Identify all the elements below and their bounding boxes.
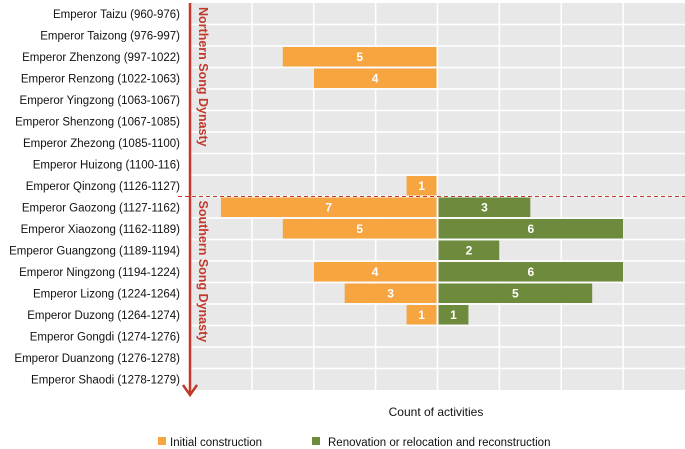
x-axis-label: Count of activities: [389, 405, 484, 419]
legend-swatch: [312, 437, 320, 445]
legend-label: Renovation or relocation and reconstruct…: [328, 437, 550, 449]
bar-renovation: [438, 197, 531, 217]
category-label: Emperor Lizong (1224-1264): [33, 288, 180, 300]
category-label: Emperor Guangzong (1189-1194): [9, 245, 180, 257]
category-label: Emperor Gaozong (1127-1162): [22, 202, 180, 214]
bar-value-label: 3: [481, 200, 488, 214]
category-label: Emperor Zhenzong (997-1022): [22, 52, 180, 64]
bar-value-label: 6: [527, 265, 534, 279]
bar-initial-construction: [406, 305, 437, 325]
category-label: Emperor Shaodi (1278-1279): [31, 374, 180, 386]
bar-initial-construction: [282, 219, 437, 239]
category-label: Emperor Duanzong (1276-1278): [14, 353, 180, 365]
bar-value-label: 6: [527, 222, 534, 236]
bar-initial-construction: [406, 176, 437, 196]
bar-initial-construction: [344, 283, 437, 303]
category-label: Emperor Zhezong (1085-1100): [23, 138, 180, 150]
bar-value-label: 7: [325, 200, 332, 214]
dynasty-label: Southern Song Dynasty: [196, 201, 210, 343]
category-label: Emperor Shenzong (1067-1085): [15, 116, 180, 128]
legend-label: Initial construction: [170, 437, 262, 449]
bar-initial-construction: [282, 47, 437, 67]
category-label: Emperor Ningzong (1194-1224): [19, 267, 180, 279]
legend-swatch: [158, 437, 166, 445]
bar-value-label: 1: [450, 308, 457, 322]
bar-value-label: 5: [356, 222, 363, 236]
bar-renovation: [438, 305, 469, 325]
category-label: Emperor Huizong (1100-116): [33, 159, 180, 171]
category-label: Emperor Taizu (960-976): [53, 9, 180, 21]
category-label: Emperor Yingzong (1063-1067): [20, 95, 181, 107]
category-label: Emperor Xiaozong (1162-1189): [21, 224, 181, 236]
bar-value-label: 2: [466, 243, 473, 257]
arrow-head-icon: [181, 384, 199, 398]
bar-value-label: 5: [356, 50, 363, 64]
category-label: Emperor Renzong (1022-1063): [21, 73, 180, 85]
bar-value-label: 4: [372, 265, 379, 279]
bar-renovation: [438, 219, 624, 239]
bar-value-label: 1: [418, 179, 425, 193]
bar-initial-construction: [313, 68, 437, 88]
bar-value-label: 3: [387, 286, 394, 300]
bar-value-label: 4: [372, 71, 379, 85]
dynasty-label: Northern Song Dynasty: [196, 7, 210, 147]
bar-renovation: [438, 240, 500, 260]
bar-initial-construction: [220, 197, 437, 217]
category-label: Emperor Taizong (976-997): [40, 30, 180, 42]
category-label: Emperor Gongdi (1274-1276): [30, 331, 180, 343]
bar-renovation: [438, 262, 624, 282]
bar-value-label: 1: [418, 308, 425, 322]
bar-value-label: 5: [512, 286, 519, 300]
category-label: Emperor Duzong (1264-1274): [27, 310, 180, 322]
bar-renovation: [438, 283, 593, 303]
bar-initial-construction: [313, 262, 437, 282]
category-label: Emperor Qinzong (1126-1127): [26, 181, 180, 193]
